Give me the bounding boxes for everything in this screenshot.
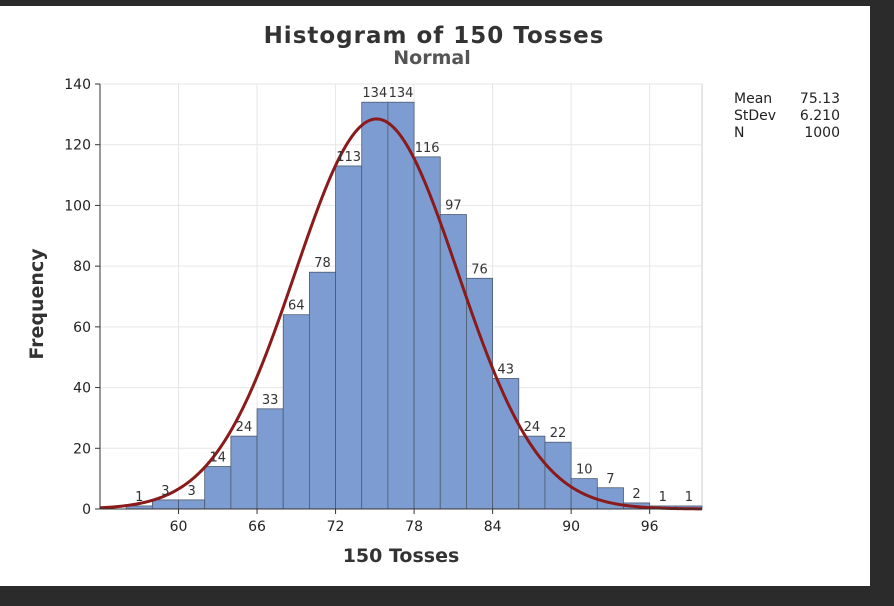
x-tick-label: 90 [562, 519, 580, 535]
bars-group [125, 101, 703, 510]
bar-value-label: 2 [632, 487, 640, 502]
bar-value-label: 1 [659, 490, 667, 505]
chart-subtitle: Normal [393, 47, 470, 69]
bar-value-label: 134 [362, 86, 387, 101]
histogram-bar [387, 101, 415, 510]
bar-value-label: 1 [685, 490, 693, 505]
bar-value-label: 10 [576, 463, 593, 478]
bar-value-label: 78 [314, 256, 331, 271]
bar-value-label: 43 [497, 362, 514, 377]
bar-value-label: 76 [471, 262, 488, 277]
stat-value: 1000 [804, 125, 840, 141]
bar-value-label: 116 [415, 141, 440, 156]
bar-value-label: 1 [135, 490, 143, 505]
stat-value: 6.210 [800, 108, 840, 124]
histogram-bar [178, 499, 206, 510]
y-tick-label: 60 [73, 320, 91, 336]
chart-title: Histogram of 150 Tosses [264, 23, 605, 49]
x-tick-label: 84 [484, 519, 502, 535]
normal-fit-curve [99, 117, 703, 511]
bar-value-label: 7 [606, 472, 614, 487]
y-tick-label: 120 [64, 138, 91, 154]
y-tick-label: 100 [64, 198, 91, 214]
histogram-bar [413, 156, 441, 510]
y-tick-label: 140 [64, 77, 91, 93]
bar-value-label: 97 [445, 199, 462, 214]
histogram-bar [308, 271, 336, 510]
y-tick-label: 0 [82, 502, 91, 518]
bar-value-label: 113 [336, 150, 361, 165]
bar-value-label: 22 [550, 426, 567, 441]
bar-value-label: 134 [389, 86, 414, 101]
y-axis-label: Frequency [26, 248, 48, 360]
x-tick-label: 96 [641, 519, 659, 535]
stat-value: 75.13 [800, 91, 840, 107]
x-tick-label: 66 [248, 519, 266, 535]
fit-curve-group [99, 117, 703, 511]
histogram-chart: Histogram of 150 Tosses Normal 1 3 3142433… [26, 23, 840, 567]
x-tick-label: 60 [170, 519, 188, 535]
stat-label: Mean [734, 91, 772, 107]
bar-value-label: 14 [210, 451, 227, 466]
y-tick-label: 40 [73, 381, 91, 397]
histogram-bar [361, 101, 389, 510]
histogram-bar [204, 466, 232, 510]
x-tick-label: 72 [327, 519, 345, 535]
stats-box: Mean 75.13 StDev 6.210 N 1000 [734, 91, 840, 141]
bar-value-label: 24 [236, 420, 253, 435]
bar-value-label: 3 [187, 484, 195, 499]
bar-value-label: 33 [262, 393, 279, 408]
histogram-bar [230, 435, 258, 510]
bar-value-label: 24 [524, 420, 541, 435]
x-axis-label: 150 Tosses [343, 545, 460, 567]
x-tick-label: 78 [405, 519, 423, 535]
chart-panel: Histogram of 150 Tosses Normal 1 3 3 14 24 33… [0, 6, 870, 586]
stat-label: StDev [734, 108, 776, 124]
histogram-bar [256, 408, 284, 510]
y-tick-label: 80 [73, 259, 91, 275]
bar-value-label: 3 [161, 484, 169, 499]
bar-value-label: 64 [288, 299, 305, 314]
histogram-bar [151, 499, 179, 510]
y-tick-label: 20 [73, 441, 91, 457]
stat-label: N [734, 125, 744, 141]
histogram-bar [282, 314, 310, 510]
histogram-bar [335, 165, 363, 510]
